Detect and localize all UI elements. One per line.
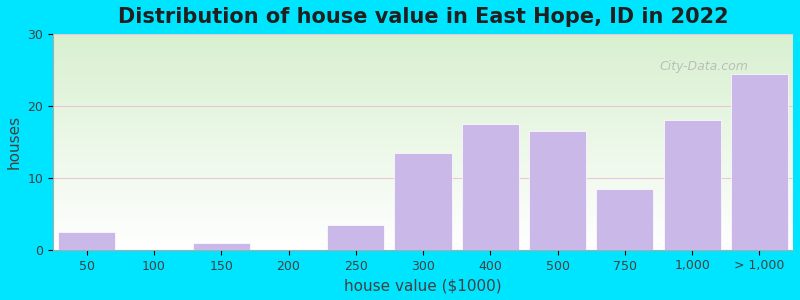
Title: Distribution of house value in East Hope, ID in 2022: Distribution of house value in East Hope… bbox=[118, 7, 728, 27]
Bar bbox=[58, 232, 115, 250]
Bar bbox=[731, 74, 788, 250]
Bar bbox=[394, 153, 452, 250]
Bar bbox=[462, 124, 519, 250]
X-axis label: house value ($1000): house value ($1000) bbox=[344, 278, 502, 293]
Bar bbox=[193, 243, 250, 250]
Bar bbox=[327, 225, 384, 250]
Y-axis label: houses: houses bbox=[7, 115, 22, 169]
Bar bbox=[596, 189, 654, 250]
Text: City-Data.com: City-Data.com bbox=[660, 60, 749, 73]
Bar bbox=[529, 131, 586, 250]
Bar bbox=[663, 120, 721, 250]
